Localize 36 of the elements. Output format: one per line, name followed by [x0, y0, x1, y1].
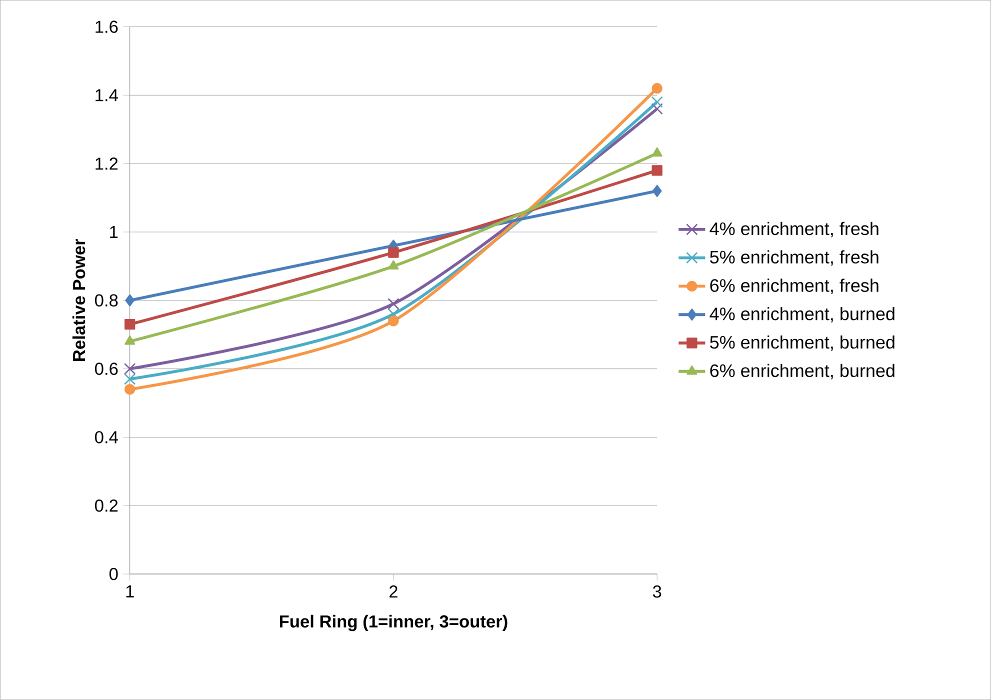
x-tick-label: 2	[390, 585, 398, 598]
y-tick-label: 0	[109, 568, 118, 580]
y-axis-title: Relative Power	[72, 239, 86, 361]
x-axis-title: Fuel Ring (1=inner, 3=outer)	[280, 614, 508, 632]
point	[124, 373, 136, 385]
x-tick-label: 3	[652, 585, 662, 598]
point	[124, 336, 136, 345]
legend-label: 4% enrichment, burned	[710, 307, 894, 322]
point	[652, 83, 662, 94]
y-tick-label: 1.4	[96, 89, 118, 102]
y-tick-label: 0.4	[95, 431, 118, 444]
point	[124, 319, 136, 330]
point	[652, 185, 662, 198]
point	[388, 247, 399, 258]
point	[125, 294, 135, 306]
legend-label: 6% enrichment, burned	[710, 364, 894, 380]
point	[388, 260, 399, 270]
point	[651, 96, 663, 108]
point	[124, 363, 136, 375]
y-tick-label: 1.6	[96, 20, 118, 33]
y-tick-label: 0.6	[95, 362, 118, 376]
point	[652, 165, 662, 176]
legend-label: 4% enrichment, fresh	[710, 222, 878, 238]
y-tick-label: 0.2	[95, 500, 118, 512]
point	[651, 103, 663, 115]
x-tick-label: 1	[126, 585, 134, 598]
point	[388, 298, 400, 310]
point	[652, 147, 662, 157]
legend-label: 5% enrichment, burned	[710, 336, 894, 351]
y-tick-label: 1	[110, 226, 118, 238]
legend-label: 5% enrichment, fresh	[710, 250, 878, 266]
y-tick-label: 0.8	[95, 294, 118, 307]
legend-label: 6% enrichment, fresh	[710, 278, 878, 294]
y-tick-label: 1.2	[96, 158, 118, 170]
point	[388, 316, 399, 326]
point	[124, 384, 136, 395]
